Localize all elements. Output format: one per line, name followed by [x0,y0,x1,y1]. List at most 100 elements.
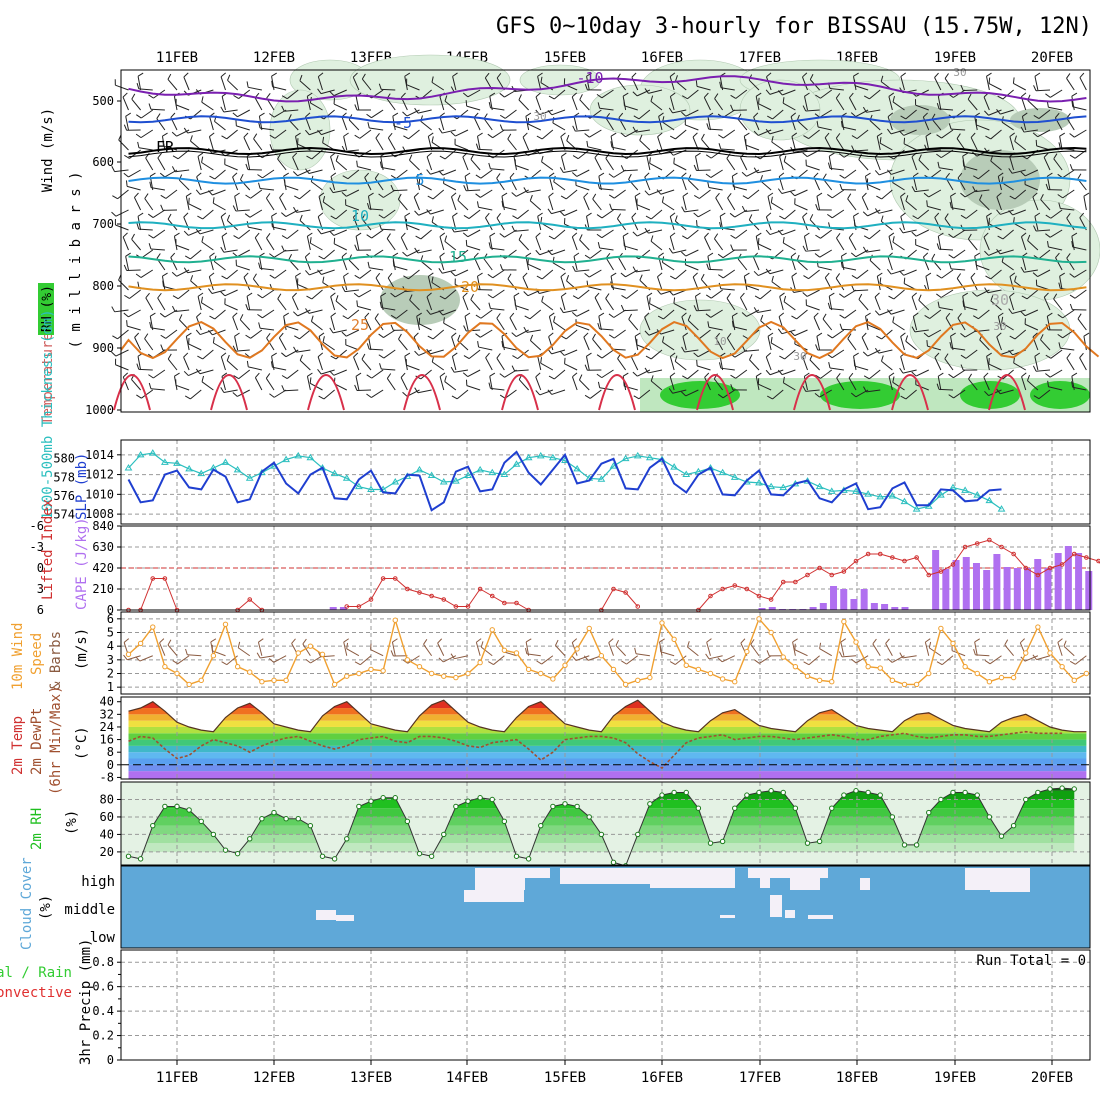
wind-barb [406,249,420,257]
isotherm [128,176,1087,185]
wind-barb [214,120,226,131]
wind-barb [227,79,238,91]
cape-bar [850,599,858,610]
wind-barb [1026,374,1031,381]
wind-barb [695,80,698,87]
wind-barb [948,233,954,239]
wind-barb [1040,339,1051,351]
wind-barb [157,157,166,171]
wind-barb [858,293,863,300]
li-point [392,576,398,581]
rh-point [829,805,835,811]
wind-speed-point [841,618,847,625]
wind-barb-10m [885,643,893,656]
wind-barb [1009,292,1015,297]
wind-barb [575,184,590,191]
wind-barb [431,81,445,91]
wind-barb [165,189,178,199]
wind-barb [996,109,1001,115]
wind-barb [701,133,705,140]
wind-barb [456,249,469,260]
wind-barb [937,376,942,391]
wind-speed-point [550,676,556,682]
wind-barb [1045,93,1051,98]
wind-barb [223,109,238,113]
wind-barb [477,136,481,151]
wind-barb [115,224,129,231]
wind-barb [956,278,966,291]
wind-barb [371,389,384,398]
rh-point [744,792,750,798]
wind-barb [931,113,936,120]
wind-barb [944,353,949,359]
wind-barb [1049,89,1063,98]
wind-barb [292,171,298,177]
li-point [865,551,871,557]
wind-barb [527,263,541,271]
wind-barb [186,332,192,337]
cape-bar [860,589,868,610]
wind-barb [801,76,808,91]
wind-barb [535,376,542,391]
wind-speed-point [732,679,738,685]
wind-barb [766,212,772,218]
wind-speed-point [331,681,338,688]
wind-barb [1032,332,1038,338]
wind-barb [692,132,698,138]
wind-barb [540,357,543,364]
wind-barb [309,377,312,384]
wind-barb [956,133,961,139]
li-point [744,586,750,592]
wind-barb-10m [819,648,833,657]
wind-barb [835,137,845,151]
wind-barb [553,315,556,323]
li-point [890,555,895,560]
wind-barb [492,269,505,279]
wind-barb [596,233,603,239]
cape-bar [942,569,950,610]
wind-barb [605,158,614,171]
wind-barb [489,236,493,251]
wind-barb [335,160,348,171]
rh-point [331,856,338,862]
wind-barb [796,114,800,121]
wind-barb [644,316,651,331]
wind-barb [572,372,578,378]
wind-barb [468,209,481,219]
li-point [720,586,725,592]
isotherm-label: 5 [415,171,424,189]
wind-barb [936,243,940,250]
wind-barb [1046,101,1049,108]
wind-barb [244,213,251,218]
wind-barb [305,270,310,276]
wind-barb [970,277,978,291]
wind-barb [535,232,541,238]
wind-barb [364,172,370,178]
wind-speed-point [501,647,508,653]
wind-barb [912,215,919,220]
wind-barb [551,109,566,116]
wind-barb [238,89,251,99]
wind-barb [953,369,966,379]
wind-barb [766,72,772,78]
wind-barb [1071,241,1074,248]
li-point [380,576,386,581]
wind-barb [444,289,457,300]
rh-point [926,809,932,816]
li-point [150,576,156,581]
thickness-point [464,471,472,478]
li-tick-label: -3 [30,540,44,554]
wind-barb-10m [139,655,153,662]
wind-barb [688,179,699,191]
wind-barb [332,329,347,334]
wind-barb [748,214,753,221]
wind-barb [541,301,554,311]
wind-barb [348,259,360,271]
wind-barb [575,129,590,132]
wind-barb [662,201,675,211]
wind-barb [279,192,284,198]
wind-barb [553,321,566,331]
wind-barb [892,95,895,103]
wind-barb [499,373,505,378]
